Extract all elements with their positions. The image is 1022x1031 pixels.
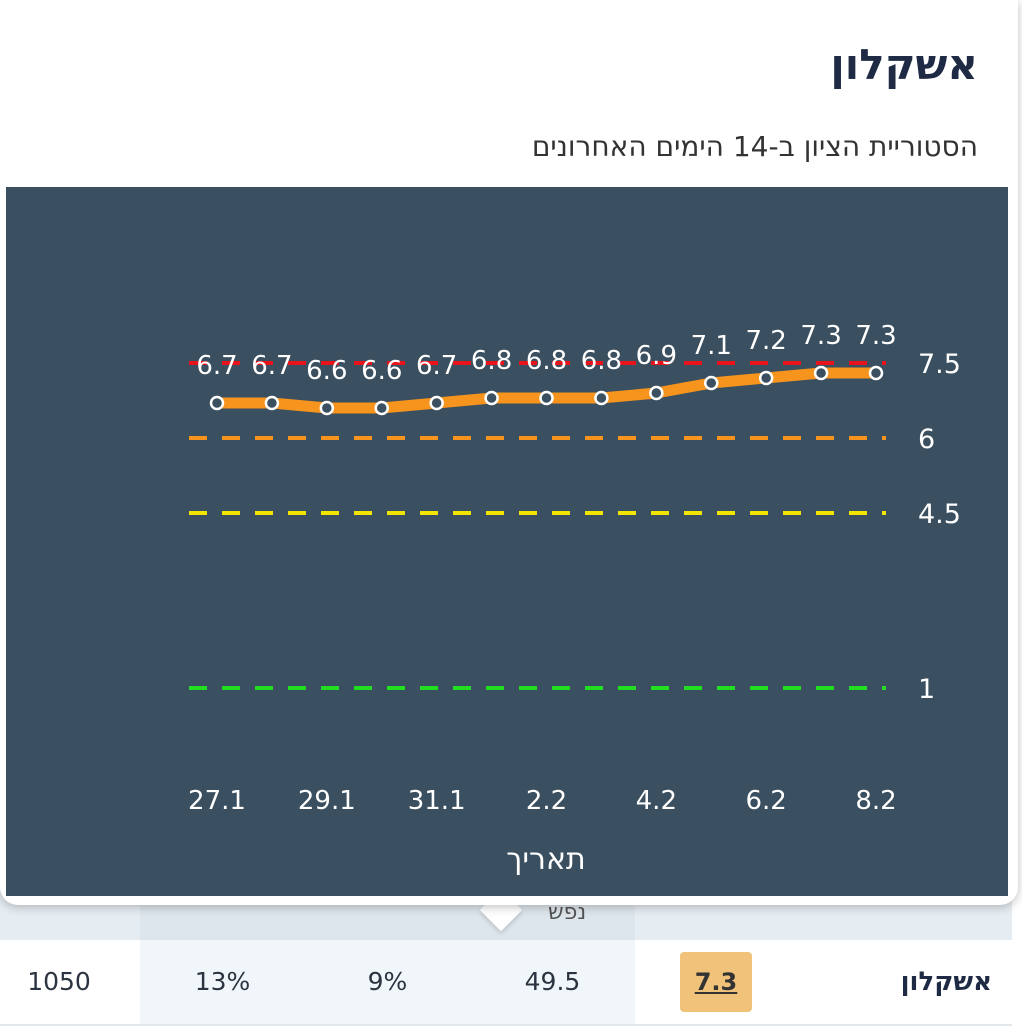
score-history-chart: 7.5 6 4.5 1 6.7 6.7 6.6 6.6 6.7 6.8 6.8 6.8 6.9 7.1 7… xyxy=(188,321,961,877)
data-point[interactable] xyxy=(704,375,719,391)
data-point[interactable] xyxy=(813,365,829,381)
data-point[interactable] xyxy=(319,400,335,416)
data-label: 6.7 xyxy=(416,351,457,381)
table-row[interactable]: 1050 13% 9% 49.5 7.3 אשקלון xyxy=(0,940,1012,1026)
cell-col3: 49.5 xyxy=(524,967,581,996)
chart-panel: 7.5 6 4.5 1 6.7 6.7 6.6 6.6 6.7 6.8 6.8 6.8 6.9 7.1 7… xyxy=(6,187,1008,896)
data-label: 6.8 xyxy=(526,346,567,376)
row-shade xyxy=(140,940,635,1024)
data-point[interactable] xyxy=(539,390,554,406)
data-label: 6.8 xyxy=(471,346,512,376)
x-tick-label: 6.2 xyxy=(745,786,786,816)
city-name[interactable]: אשקלון xyxy=(900,967,992,997)
x-tick-label: 4.2 xyxy=(636,786,677,816)
data-point[interactable] xyxy=(374,400,389,416)
data-label: 7.3 xyxy=(800,321,841,351)
data-label: 7.3 xyxy=(855,321,896,351)
x-axis-label: תאריך xyxy=(506,842,586,877)
cell-col6: 1050 xyxy=(27,967,91,996)
data-point[interactable] xyxy=(649,385,664,401)
data-point[interactable] xyxy=(429,395,444,411)
data-point[interactable] xyxy=(594,390,609,406)
data-point[interactable] xyxy=(484,390,499,406)
data-point[interactable] xyxy=(868,365,884,381)
x-tick-label: 27.1 xyxy=(188,786,246,816)
cell-col4: 9% xyxy=(367,967,408,996)
data-label: 6.7 xyxy=(251,351,292,381)
cell-col5: 13% xyxy=(194,967,251,996)
threshold-label: 6 xyxy=(918,424,935,455)
x-tick-label: 31.1 xyxy=(408,786,466,816)
history-popup: אשקלון הסטוריית הציון ב-14 הימים האחרוני… xyxy=(6,40,1008,896)
data-label: 7.2 xyxy=(745,326,786,356)
data-label: 6.6 xyxy=(306,356,347,386)
x-tick-label: 29.1 xyxy=(298,786,356,816)
score-badge[interactable]: 7.3 xyxy=(680,952,752,1012)
popup-title: אשקלון xyxy=(830,40,978,89)
data-point[interactable] xyxy=(209,395,225,411)
threshold-label: 7.5 xyxy=(918,349,961,380)
data-point[interactable] xyxy=(758,370,774,386)
data-label: 6.8 xyxy=(581,346,622,376)
threshold-label: 1 xyxy=(918,674,935,705)
data-label: 6.9 xyxy=(636,341,677,371)
threshold-label: 4.5 xyxy=(918,499,961,530)
popup-subtitle: הסטוריית הציון ב-14 הימים האחרונים xyxy=(531,130,978,163)
data-label: 6.6 xyxy=(361,356,402,386)
data-point[interactable] xyxy=(264,395,280,411)
data-label: 6.7 xyxy=(196,351,237,381)
x-tick-label: 2.2 xyxy=(526,786,567,816)
data-label: 7.1 xyxy=(691,331,732,361)
x-tick-label: 8.2 xyxy=(855,786,896,816)
